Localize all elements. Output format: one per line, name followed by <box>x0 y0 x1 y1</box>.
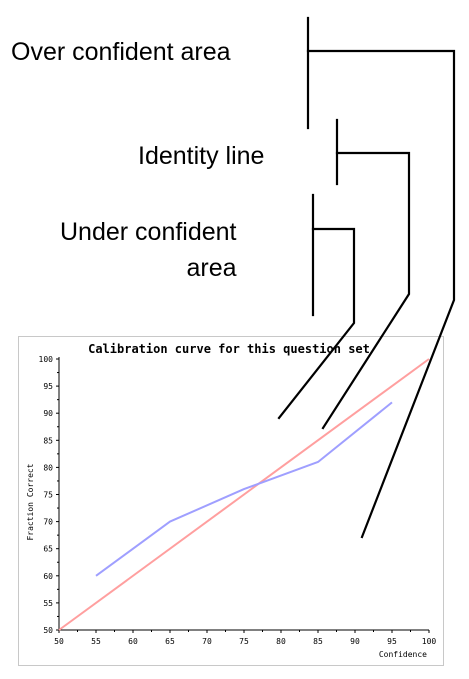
under-confident-label-line2: area <box>186 254 237 282</box>
y-tick-label: 80 <box>43 463 53 472</box>
y-tick-label: 65 <box>43 545 53 554</box>
calibration-chart-frame: Calibration curve for this question set … <box>18 336 444 666</box>
y-tick-label: 90 <box>43 409 53 418</box>
y-axis-label: Fraction Correct <box>26 463 35 540</box>
x-tick-label: 95 <box>387 637 397 646</box>
over-confident-bracket <box>306 16 456 539</box>
under-confident-label-line1: Under confident <box>60 218 237 246</box>
y-tick-label: 70 <box>43 518 53 527</box>
chart-series <box>58 358 430 631</box>
identity-line-label: Identity line <box>138 142 265 170</box>
chart-axes: 50 55 60 65 70 75 80 85 90 95 100 50 55 60 65 70 75 80 85 9… <box>39 355 437 646</box>
x-tick-label: 90 <box>350 637 360 646</box>
y-tick-label: 75 <box>43 491 53 500</box>
x-tick-label: 50 <box>54 637 64 646</box>
identity-line-bracket <box>321 118 411 430</box>
x-tick-label: 85 <box>313 637 323 646</box>
identity-line <box>58 358 430 631</box>
x-tick-label: 75 <box>239 637 249 646</box>
y-tick-label: 55 <box>43 599 53 608</box>
chart-title: Calibration curve for this question set <box>88 342 370 356</box>
x-tick-label: 65 <box>165 637 175 646</box>
x-tick-label: 70 <box>202 637 212 646</box>
y-tick-label: 50 <box>43 626 53 635</box>
x-tick-label: 55 <box>91 637 101 646</box>
y-tick-label: 95 <box>43 382 53 391</box>
x-tick-label: 80 <box>276 637 286 646</box>
under-confident-bracket <box>277 193 356 420</box>
over-confident-label: Over confident area <box>11 38 231 66</box>
under-confident-pointer <box>277 227 356 420</box>
over-confident-pointer <box>306 49 456 539</box>
y-tick-label: 60 <box>43 572 53 581</box>
identity-line-pointer <box>321 151 411 430</box>
x-tick-label: 60 <box>128 637 138 646</box>
x-tick-label: 100 <box>422 637 437 646</box>
under-confident-label: Under confident area <box>60 214 237 286</box>
calibration-chart: Calibration curve for this question set … <box>26 342 437 659</box>
y-tick-label: 100 <box>39 355 54 364</box>
y-tick-label: 85 <box>43 436 53 445</box>
x-axis-label: Confidence <box>379 650 427 659</box>
calibration-curve <box>95 401 393 577</box>
